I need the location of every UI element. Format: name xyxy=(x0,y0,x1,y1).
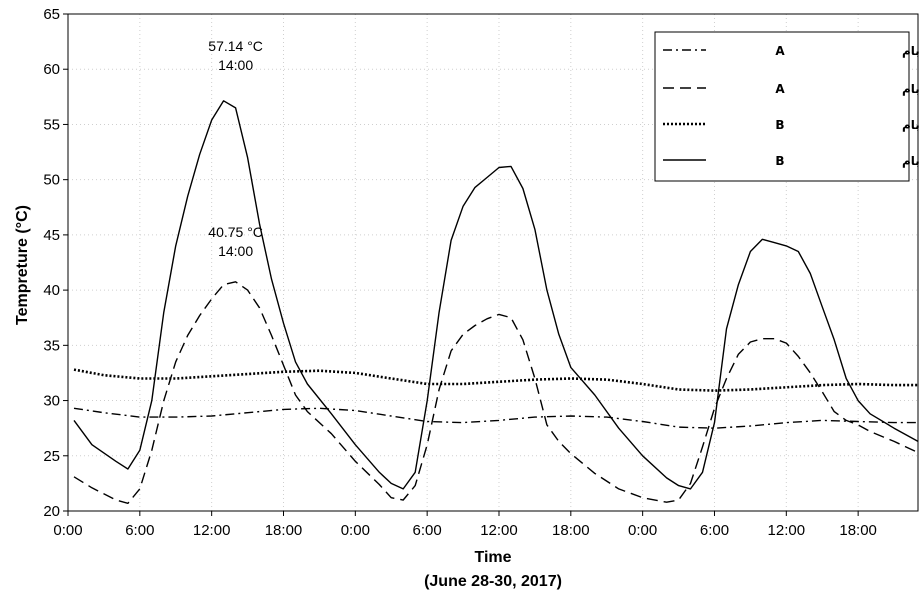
legend-label-3: سطح داخلی بام xyxy=(902,118,923,133)
series-line-3 xyxy=(73,368,918,392)
legend-label-4: سطح خارجی بام xyxy=(902,154,923,169)
x-tick-label: 12:00 xyxy=(193,522,231,539)
plot-frame xyxy=(67,13,919,512)
annotation-time-2: 14:00 xyxy=(218,243,253,259)
legend-letter-4: B xyxy=(775,154,784,168)
series-line-4 xyxy=(73,100,919,490)
y-tick-label: 45 xyxy=(43,227,60,244)
annotation-time-1: 14:00 xyxy=(218,57,253,73)
x-axis-title: Time xyxy=(474,549,511,566)
annotation-value-2: 40.75 °C xyxy=(208,224,263,240)
axes: 20 25 30 35 40 45 50 55 60 65 0:00 6:00 12:00 18:00 0:… xyxy=(43,6,919,539)
x-tick-label: 18:00 xyxy=(552,522,590,539)
legend-letter-1: A xyxy=(775,44,785,58)
y-tick-label: 65 xyxy=(43,6,60,23)
legend: A سطح داخلی بام A سطح خارجی بام B سطح داخلی ب… xyxy=(654,31,923,182)
y-tick-label: 35 xyxy=(43,337,60,354)
y-tick-label: 30 xyxy=(43,393,60,410)
x-tick-label: 6:00 xyxy=(413,522,442,539)
y-tick-label: 20 xyxy=(43,503,60,520)
y-tick-label: 60 xyxy=(43,61,60,78)
x-tick-label: 6:00 xyxy=(700,522,729,539)
legend-label-2: سطح خارجی بام xyxy=(902,82,923,97)
legend-letter-2: A xyxy=(775,82,785,96)
x-tick-label: 6:00 xyxy=(125,522,154,539)
annotation-value-1: 57.14 °C xyxy=(208,38,263,54)
x-tick-label: 0:00 xyxy=(341,522,370,539)
annotations: 57.14 °C 14:00 40.75 °C 14:00 xyxy=(208,38,263,259)
x-axis-subtitle: (June 28-30, 2017) xyxy=(424,573,562,590)
x-tick-label: 0:00 xyxy=(628,522,657,539)
x-tick-label: 18:00 xyxy=(839,522,877,539)
y-tick-label: 50 xyxy=(43,172,60,189)
y-tick-label: 40 xyxy=(43,282,60,299)
series-lines xyxy=(73,100,919,504)
legend-box xyxy=(654,31,910,182)
y-tick-label: 25 xyxy=(43,448,60,465)
series-line-2 xyxy=(73,281,919,504)
legend-letter-3: B xyxy=(775,118,784,132)
x-tick-label: 12:00 xyxy=(480,522,518,539)
x-tick-label: 18:00 xyxy=(265,522,303,539)
y-tick-label: 55 xyxy=(43,116,60,133)
x-tick-label: 12:00 xyxy=(768,522,806,539)
y-axis-title: Tempreture (°C) xyxy=(14,205,31,325)
x-tick-label: 0:00 xyxy=(53,522,82,539)
series-line-1 xyxy=(73,407,918,429)
legend-label-1: سطح داخلی بام xyxy=(902,44,923,59)
